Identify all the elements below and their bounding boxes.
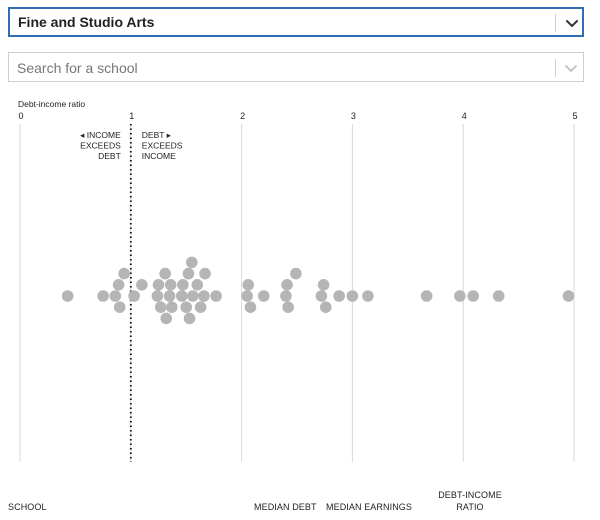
school-dot[interactable] (290, 267, 302, 280)
column-median-debt[interactable]: MEDIAN DEBT (254, 502, 317, 512)
school-dot[interactable] (194, 301, 207, 314)
annotation-line: DEBT ▸ (142, 130, 172, 140)
school-dot[interactable] (183, 312, 196, 325)
school-dot[interactable] (177, 279, 189, 291)
school-dot[interactable] (280, 290, 292, 302)
school-dot[interactable] (210, 290, 222, 302)
school-dot[interactable] (362, 290, 374, 302)
school-dot[interactable] (492, 290, 505, 302)
annotation-line: EXCEEDS (80, 141, 121, 151)
school-dot[interactable] (159, 267, 171, 280)
annotation-line: DEBT (98, 151, 121, 161)
school-dot[interactable] (281, 279, 293, 291)
school-dot[interactable] (198, 290, 210, 302)
x-tick-label: 0 (18, 111, 23, 121)
school-dot[interactable] (199, 267, 211, 280)
chevron-down-icon[interactable] (563, 60, 579, 76)
school-dot[interactable] (244, 301, 257, 314)
chevron-down-icon[interactable] (564, 15, 580, 31)
school-dot[interactable] (118, 267, 130, 280)
school-dot[interactable] (163, 290, 176, 302)
column-school[interactable]: SCHOOL (8, 502, 47, 512)
x-tick-label: 2 (240, 111, 245, 121)
annotation-line: ◂ INCOME (80, 130, 121, 140)
school-dot[interactable] (562, 290, 575, 302)
school-dot[interactable] (175, 290, 188, 302)
school-dot[interactable] (333, 290, 345, 302)
school-dot[interactable] (112, 279, 125, 291)
school-dot[interactable] (128, 290, 140, 302)
school-dots (61, 256, 575, 325)
x-tick-label: 3 (351, 111, 356, 121)
school-dot[interactable] (136, 279, 148, 291)
column-debt-income-ratio[interactable]: DEBT-INCOME RATIO (436, 490, 504, 513)
school-search[interactable] (8, 52, 584, 82)
x-tick-label: 5 (572, 111, 577, 121)
column-debt-income-ratio-line1: DEBT-INCOME (438, 490, 502, 500)
x-tick-label: 4 (462, 111, 467, 121)
school-dot[interactable] (257, 290, 270, 302)
school-dot[interactable] (160, 312, 173, 325)
school-search-divider (555, 59, 556, 77)
major-select-value: Fine and Studio Arts (18, 14, 155, 30)
school-dot[interactable] (315, 290, 328, 302)
school-dot[interactable] (182, 267, 195, 280)
annotation-line: INCOME (142, 151, 176, 161)
school-dot[interactable] (154, 301, 167, 314)
school-dot[interactable] (467, 290, 479, 302)
school-dot[interactable] (320, 301, 332, 314)
school-dot[interactable] (420, 290, 433, 302)
column-median-earnings[interactable]: MEDIAN EARNINGS (326, 502, 413, 512)
annotation-line: EXCEEDS (142, 141, 183, 151)
school-dot[interactable] (152, 279, 165, 291)
major-select-divider (555, 14, 556, 32)
school-dot[interactable] (109, 290, 122, 302)
column-debt-income-ratio-line2: RATIO (456, 502, 484, 512)
school-dot[interactable] (164, 279, 177, 291)
x-axis-label: Debt-income ratio (18, 99, 85, 109)
school-dot[interactable] (185, 256, 198, 269)
school-dot[interactable] (241, 290, 253, 302)
school-dot[interactable] (97, 290, 109, 302)
school-dot[interactable] (242, 279, 255, 291)
x-tick-label: 1 (129, 111, 134, 121)
x-axis-ticks: 0 1 2 3 4 5 (18, 111, 577, 121)
school-dot[interactable] (187, 290, 199, 302)
major-select[interactable]: Fine and Studio Arts (8, 7, 584, 37)
school-dot[interactable] (180, 301, 192, 314)
school-dot[interactable] (61, 290, 74, 302)
school-dot[interactable] (282, 301, 294, 314)
school-dot[interactable] (317, 279, 330, 291)
school-dot[interactable] (151, 290, 164, 302)
school-dot[interactable] (191, 279, 204, 291)
school-dot[interactable] (113, 301, 126, 314)
school-dot[interactable] (346, 290, 359, 302)
school-search-input[interactable] (15, 57, 539, 79)
school-dot[interactable] (454, 290, 466, 302)
school-dot[interactable] (165, 301, 178, 314)
